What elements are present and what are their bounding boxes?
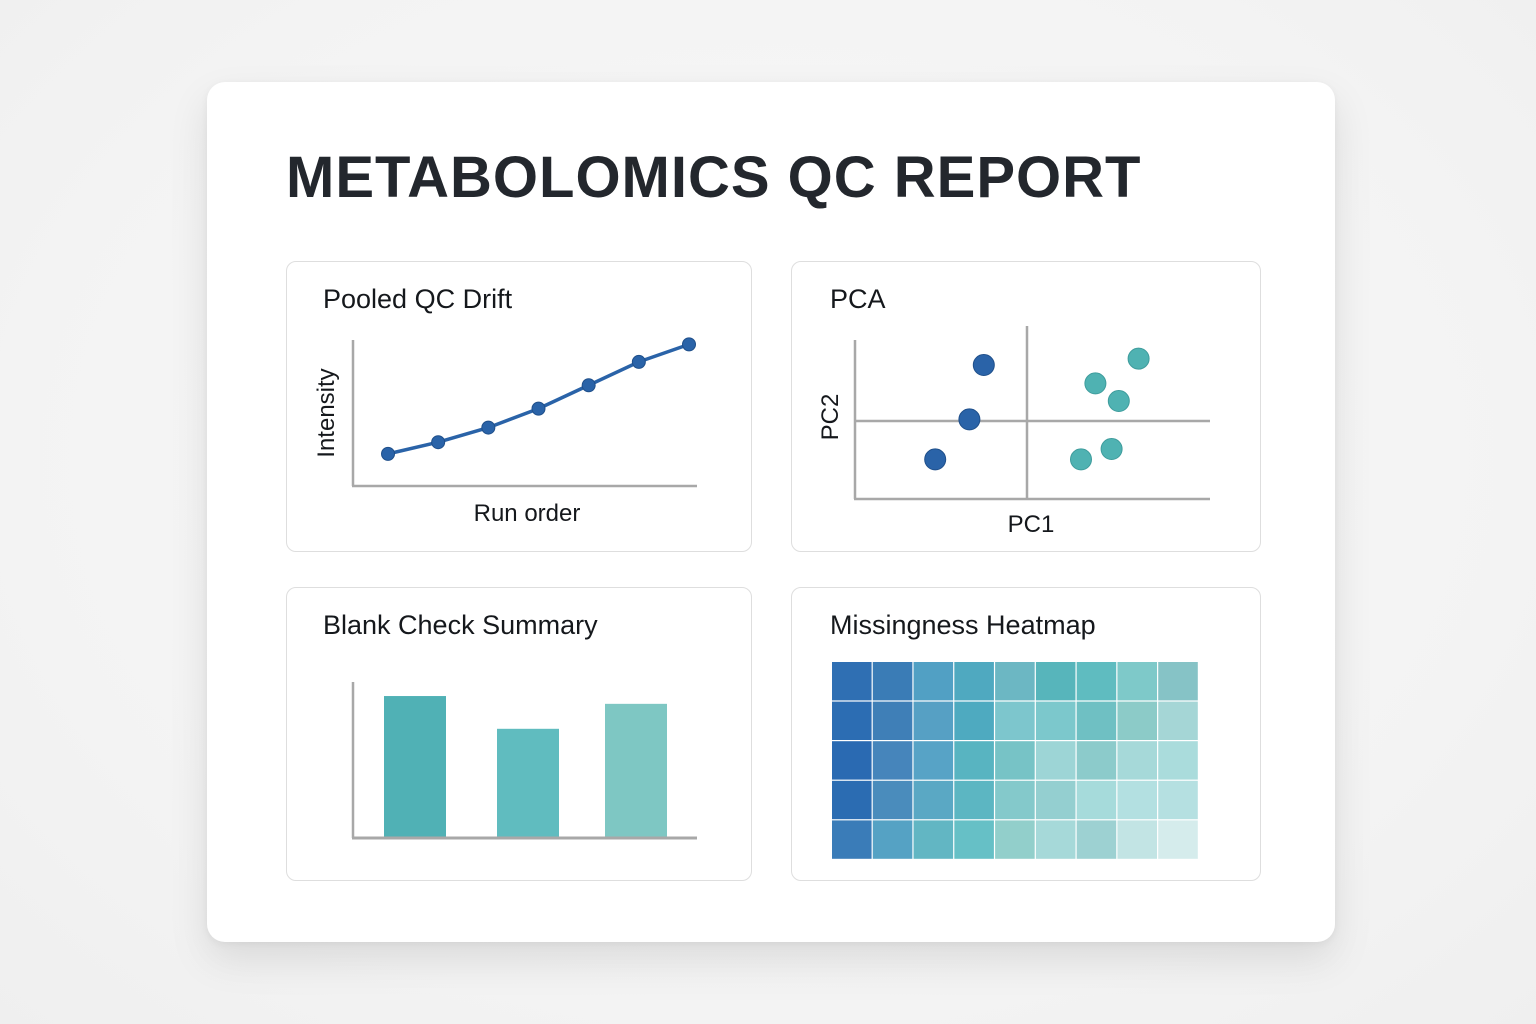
pca-panel-title: PCA: [830, 284, 886, 314]
heatmap-cell: [954, 820, 994, 859]
bars: [384, 696, 667, 838]
pca-data-point: [1070, 448, 1092, 471]
heatmap-cell: [832, 701, 872, 740]
bar: [497, 728, 559, 838]
heatmap-cell: [1158, 780, 1198, 820]
pca-chart: PC1 PC2: [817, 326, 1210, 538]
pca-points: [924, 347, 1150, 471]
pca-data-point: [1084, 372, 1107, 395]
pca-data-point: [1107, 390, 1130, 412]
heatmap-cell: [1117, 780, 1158, 820]
drift-data-point: [531, 401, 546, 416]
drift-points: [381, 337, 696, 461]
heatmap-cell: [1117, 662, 1158, 701]
pca-x-label: PC1: [1008, 511, 1055, 538]
heatmap-cell: [1035, 741, 1076, 780]
panel-pooled-qc-drift: [286, 261, 752, 552]
heatmap-cell: [832, 662, 872, 701]
heatmap-cell: [1035, 780, 1076, 820]
heatmap-cell: [1158, 701, 1198, 740]
drift-panel-title: Pooled QC Drift: [323, 284, 513, 314]
heatmap-cell: [872, 662, 913, 701]
heatmap-cell: [954, 780, 994, 820]
pca-data-point: [958, 408, 981, 431]
heatmap-cell: [1076, 780, 1117, 820]
heatmap-cell: [1076, 662, 1117, 701]
heatmap-cell: [1035, 820, 1076, 859]
heatmap-cell: [1035, 701, 1076, 740]
heatmap-cell: [995, 662, 1035, 701]
heatmap-panel-title: Missingness Heatmap: [830, 610, 1096, 640]
heatmap-cell: [872, 701, 913, 740]
heatmap-cell: [1158, 662, 1198, 701]
heatmap-cell: [995, 701, 1035, 740]
heatmap-cell: [954, 741, 994, 780]
heatmap-cell: [1158, 741, 1198, 780]
blank-panel-title: Blank Check Summary: [323, 610, 598, 640]
pca-y-label: PC2: [817, 394, 844, 441]
drift-data-point: [631, 354, 646, 369]
heatmap-cell: [872, 780, 913, 820]
missingness-heatmap: [832, 662, 1198, 859]
drift-data-point: [581, 378, 596, 393]
heatmap-cell: [913, 780, 954, 820]
report-title: METABOLOMICS QC REPORT: [286, 145, 1142, 210]
heatmap-cell: [913, 820, 954, 859]
heatmap-cell: [995, 741, 1035, 780]
heatmap-cell: [1076, 820, 1117, 859]
pca-data-point: [972, 354, 995, 376]
heatmap-cell: [1117, 701, 1158, 740]
drift-data-point: [381, 446, 395, 461]
heatmap-cell: [995, 820, 1035, 859]
drift-data-point: [431, 435, 446, 450]
heatmap-cell: [832, 741, 872, 780]
heatmap-cell: [1117, 820, 1158, 859]
heatmap-cell: [832, 820, 872, 859]
heatmap-cell: [913, 741, 954, 780]
drift-chart: Run order Intensity: [313, 337, 697, 527]
heatmap-cell: [872, 820, 913, 859]
heatmap-cell: [1035, 662, 1076, 701]
heatmap-cell: [995, 780, 1035, 820]
drift-data-point: [682, 337, 696, 352]
pca-data-point: [1100, 438, 1123, 460]
bar: [384, 696, 446, 838]
heatmap-cell: [913, 701, 954, 740]
blank-bar-chart: [351, 682, 697, 840]
heatmap-cell: [1117, 741, 1158, 780]
heatmap-cell: [913, 662, 954, 701]
heatmap-cell: [872, 741, 913, 780]
pca-data-point: [924, 448, 947, 471]
heatmap-cell: [1158, 820, 1198, 859]
heatmap-cell: [1076, 701, 1117, 740]
heatmap-cell: [1076, 741, 1117, 780]
drift-data-point: [481, 420, 496, 435]
heatmap-cell: [832, 780, 872, 820]
drift-x-label: Run order: [474, 500, 581, 527]
heatmap-cell: [954, 701, 994, 740]
drift-y-label: Intensity: [313, 368, 340, 457]
bar: [605, 703, 667, 838]
pca-data-point: [1127, 347, 1150, 370]
heatmap-cell: [954, 662, 994, 701]
